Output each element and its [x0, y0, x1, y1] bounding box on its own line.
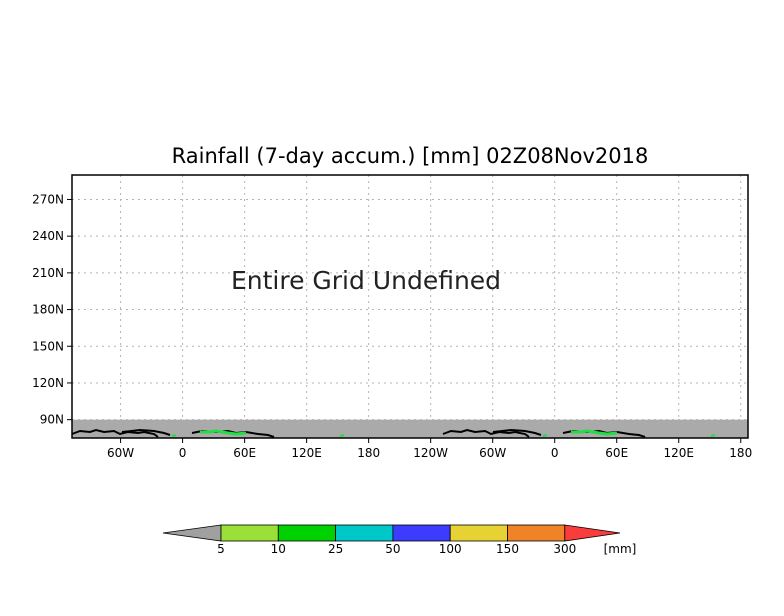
colorbar-bin — [392, 524, 451, 542]
colorbar-label: 50 — [385, 542, 400, 556]
colorbar-bin — [507, 524, 566, 542]
plot-background — [72, 175, 748, 438]
colorbar-bin — [449, 524, 508, 542]
lon-tick-label: 60E — [233, 446, 256, 460]
lon-tick-label: 180 — [729, 446, 752, 460]
colorbar-bin — [335, 524, 394, 542]
coastline-fragments — [71, 428, 716, 438]
coastline-segment — [171, 434, 177, 437]
lon-tick-label: 60W — [107, 446, 134, 460]
lat-tick-label: 270N — [32, 192, 64, 206]
longitude-tick-labels: 60W 0 60E 120E 180 120W 60W 0 60E 120E 180 — [107, 438, 752, 460]
lon-tick-label: 120E — [291, 446, 322, 460]
coastline-segment — [71, 428, 159, 438]
lon-tick-label: 0 — [179, 446, 187, 460]
coastline-segment — [710, 434, 716, 437]
plot-frame — [71, 174, 749, 439]
lat-tick-label: 180N — [32, 303, 64, 317]
colorbar-label: 100 — [439, 542, 462, 556]
colorbar-over-arrow — [564, 524, 621, 542]
colorbar-bin — [277, 524, 336, 542]
lon-tick-label: 0 — [551, 446, 559, 460]
coastline-segment — [121, 428, 171, 436]
colorbar-unit: [mm] — [604, 542, 637, 556]
latitude-tick-labels: 270N 240N 210N 180N 150N 120N 90N — [32, 192, 72, 427]
colorbar-label: 5 — [217, 542, 225, 556]
coastline-segment — [339, 434, 345, 437]
colorbar: 5 10 25 50 100 150 300 [mm] — [162, 524, 637, 556]
lat-tick-label: 210N — [32, 266, 64, 280]
coastline-segment — [200, 429, 247, 436]
lon-tick-label: 60W — [479, 446, 506, 460]
lat-tick-label: 150N — [32, 339, 64, 353]
coastline-segment — [442, 428, 530, 438]
colorbar-bin — [220, 524, 279, 542]
lat-tick-label: 120N — [32, 376, 64, 390]
lat-tick-label: 90N — [40, 413, 64, 427]
lon-tick-label: 120W — [413, 446, 448, 460]
colorbar-under-arrow — [162, 524, 222, 542]
lat-tick-label: 240N — [32, 229, 64, 243]
colorbar-label: 300 — [553, 542, 576, 556]
lon-tick-label: 120E — [663, 446, 694, 460]
colorbar-label: 150 — [496, 542, 519, 556]
plot-area: Entire Grid Undefined — [71, 174, 749, 439]
colorbar-label: 10 — [271, 542, 286, 556]
coastline-segment — [542, 434, 548, 437]
coastline-segment — [492, 428, 542, 436]
undefined-grid-message: Entire Grid Undefined — [231, 266, 501, 295]
map-title: Rainfall (7-day accum.) [mm] 02Z08Nov201… — [172, 144, 649, 168]
lon-tick-label: 60E — [605, 446, 628, 460]
lon-tick-label: 180 — [357, 446, 380, 460]
coastline-segment — [571, 429, 618, 436]
colorbar-label: 25 — [328, 542, 343, 556]
